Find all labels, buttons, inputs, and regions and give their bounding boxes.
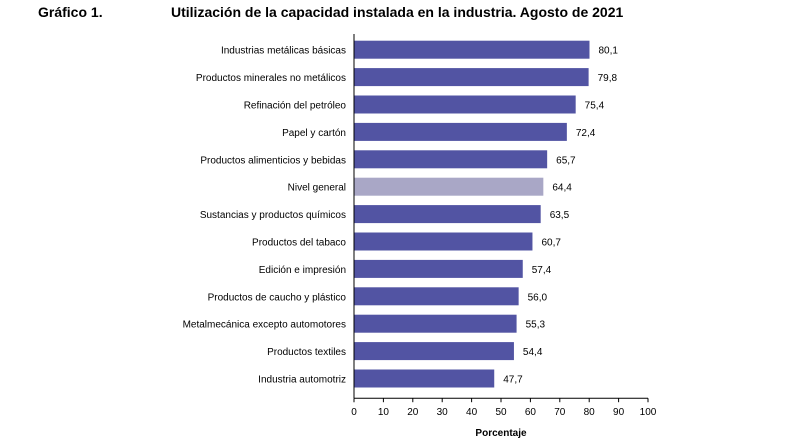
- category-label: Productos textiles: [267, 347, 346, 358]
- figure-label: Gráfico 1.: [38, 4, 103, 20]
- category-label: Productos de caucho y plástico: [208, 292, 347, 303]
- category-label: Edición e impresión: [259, 265, 346, 276]
- x-tick-label: 100: [640, 407, 657, 418]
- x-tick-label: 0: [351, 407, 357, 418]
- category-label: Industrias metálicas básicas: [221, 46, 346, 57]
- bar: [354, 342, 514, 361]
- category-label: Refinación del petróleo: [244, 101, 347, 112]
- bar: [354, 205, 541, 224]
- bar: [354, 40, 590, 59]
- bar: [354, 259, 523, 278]
- category-label: Productos alimenticios y bebidas: [200, 155, 346, 166]
- category-label: Productos del tabaco: [252, 238, 346, 249]
- bar: [354, 369, 495, 388]
- bar: [354, 150, 548, 169]
- x-tick-label: 70: [554, 407, 566, 418]
- value-label: 64,4: [552, 183, 572, 194]
- value-label: 57,4: [532, 265, 552, 276]
- category-label: Industria automotriz: [258, 375, 346, 386]
- value-label: 54,4: [523, 347, 543, 358]
- value-label: 80,1: [598, 46, 618, 57]
- bar: [354, 314, 517, 333]
- category-label: Nivel general: [288, 183, 346, 194]
- value-label: 72,4: [576, 128, 596, 139]
- x-tick-label: 30: [437, 407, 449, 418]
- bar: [354, 122, 567, 141]
- category-label: Sustancias y productos químicos: [200, 210, 346, 221]
- value-label: 55,3: [526, 320, 546, 331]
- value-label: 79,8: [598, 73, 618, 84]
- bar: [354, 232, 533, 251]
- x-tick-label: 60: [525, 407, 537, 418]
- x-tick-label: 20: [407, 407, 419, 418]
- x-tick-label: 90: [613, 407, 625, 418]
- value-label: 56,0: [528, 292, 548, 303]
- chart-title: Utilización de la capacidad instalada en…: [171, 4, 624, 20]
- x-tick-label: 80: [584, 407, 596, 418]
- category-label: Productos minerales no metálicos: [196, 73, 346, 84]
- x-tick-label: 40: [466, 407, 478, 418]
- bar: [354, 177, 544, 196]
- bar: [354, 95, 576, 114]
- x-tick-label: 50: [495, 407, 507, 418]
- value-label: 60,7: [541, 238, 561, 249]
- category-label: Metalmecánica excepto automotores: [183, 320, 346, 331]
- value-label: 63,5: [550, 210, 570, 221]
- x-axis-title: Porcentaje: [475, 428, 527, 439]
- value-label: 65,7: [556, 155, 576, 166]
- bar: [354, 287, 519, 306]
- bar: [354, 68, 589, 87]
- category-label: Papel y cartón: [282, 128, 346, 139]
- x-tick-label: 10: [378, 407, 390, 418]
- value-label: 75,4: [585, 101, 605, 112]
- value-label: 47,7: [503, 375, 523, 386]
